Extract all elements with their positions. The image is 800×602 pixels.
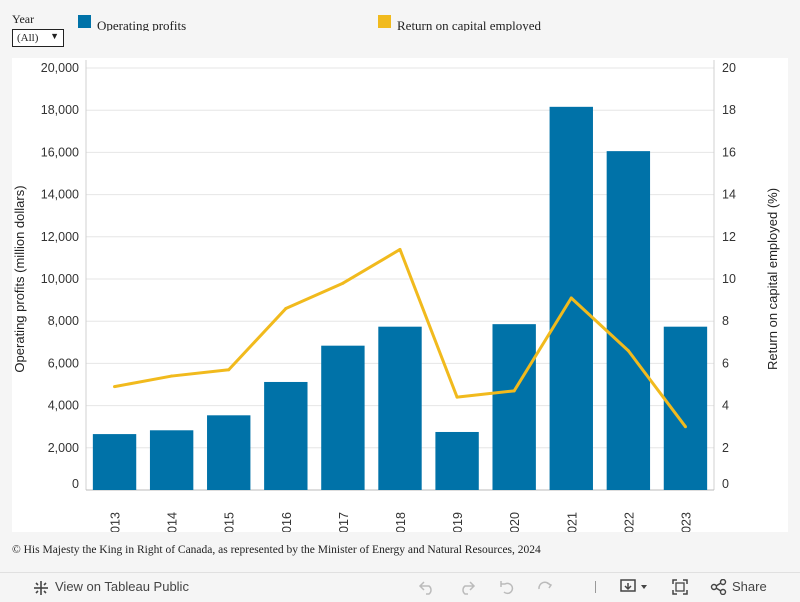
roce-point-2018 — [398, 247, 402, 251]
bar-2014 — [149, 430, 194, 490]
chart: 0 2,000 4,000 6,000 8,000 10,000 12,000 14,000 1… — [12, 60, 780, 540]
x-tick-label: 2015 — [223, 512, 237, 532]
redo-icon[interactable] — [458, 579, 476, 595]
x-tick-label: 2023 — [679, 512, 693, 532]
roce-point-2019 — [455, 395, 459, 399]
x-tick-label: 2013 — [109, 512, 123, 532]
bar-2017 — [321, 345, 365, 490]
bar-2022 — [606, 151, 651, 490]
x-tick-label: 2018 — [394, 512, 408, 532]
y-axis-title: Operating profits (million dollars) — [12, 185, 27, 372]
year-filter-value: (All) — [17, 32, 39, 44]
bar-2015 — [207, 415, 251, 490]
share-icon[interactable] — [710, 578, 728, 596]
legend-swatch-operating-profits — [78, 15, 91, 28]
legend-label-return-on-capital: Return on capital employed — [397, 18, 542, 31]
x-tick-label: 2020 — [508, 512, 522, 532]
x-tick-label: 2021 — [565, 512, 579, 532]
x-tick-label: 2022 — [622, 512, 636, 532]
chevron-down-icon: ▼ — [50, 31, 59, 41]
y-tick-label: 14,000 — [41, 188, 79, 202]
bar-2018 — [378, 326, 422, 490]
y2-tick-label: 12 — [722, 230, 736, 244]
y-tick-label: 16,000 — [41, 145, 79, 159]
y2-tick-label: 14 — [722, 188, 736, 202]
y-tick-label: 8,000 — [48, 314, 79, 328]
legend-swatch-return-on-capital — [378, 15, 391, 28]
x-tick-label: 2017 — [337, 512, 351, 532]
copyright-notice: © His Majesty the King in Right of Canad… — [12, 544, 541, 556]
bar-2016 — [264, 381, 308, 490]
x-tick-label: 2014 — [166, 512, 180, 532]
roce-point-2022 — [626, 349, 630, 353]
roce-point-2015 — [227, 368, 231, 372]
y-tick-label: 18,000 — [41, 103, 79, 117]
x-tick-label: 2016 — [280, 512, 294, 532]
y-tick-label: 12,000 — [41, 230, 79, 244]
y2-tick-label: 8 — [722, 314, 729, 328]
year-filter-select[interactable]: (All) ▼ — [12, 29, 64, 47]
legend-item-operating-profits[interactable]: Operating profits — [78, 15, 193, 31]
download-icon[interactable] — [620, 579, 650, 595]
tableau-toolbar: View on Tableau Public Share — [0, 572, 800, 601]
roce-point-2014 — [170, 374, 174, 378]
year-filter-label: Year — [12, 12, 35, 26]
roce-point-2017 — [341, 281, 345, 285]
legend-label-operating-profits: Operating profits — [97, 18, 187, 31]
share-button[interactable]: Share — [732, 579, 767, 594]
y-tick-label: 6,000 — [48, 356, 79, 370]
y2-tick-label: 2 — [722, 441, 729, 455]
fullscreen-icon[interactable] — [671, 579, 689, 595]
y-tick-label: 0 — [72, 477, 79, 491]
x-tick-label: 2019 — [451, 512, 465, 532]
roce-point-2016 — [284, 307, 288, 311]
y2-tick-label: 18 — [722, 103, 736, 117]
tableau-logo-icon — [32, 579, 50, 595]
undo-icon[interactable] — [418, 579, 436, 595]
bar-2020 — [492, 324, 536, 490]
y-tick-label: 10,000 — [41, 272, 79, 286]
y2-tick-label: 0 — [722, 477, 729, 491]
roce-point-2021 — [569, 296, 573, 300]
roce-point-2013 — [113, 385, 117, 389]
y2-tick-label: 6 — [722, 356, 729, 370]
y2-axis-title: Return on capital employed (%) — [765, 188, 780, 370]
y-tick-label: 4,000 — [48, 399, 79, 413]
bar-2013 — [92, 434, 137, 490]
roce-point-2023 — [683, 425, 687, 429]
refresh-icon[interactable] — [536, 579, 554, 595]
y2-tick-label: 16 — [722, 145, 736, 159]
y2-tick-label: 20 — [722, 61, 736, 75]
y2-tick-label: 10 — [722, 272, 736, 286]
view-on-tableau-link[interactable]: View on Tableau Public — [55, 579, 189, 594]
chart-area: 0 2,000 4,000 6,000 8,000 10,000 12,000 14,000 1… — [12, 58, 788, 540]
roce-point-2020 — [512, 389, 516, 393]
toolbar-separator — [595, 581, 596, 593]
y-tick-label: 2,000 — [48, 441, 79, 455]
bar-2019 — [435, 431, 479, 490]
y2-tick-label: 4 — [722, 399, 729, 413]
legend-item-return-on-capital[interactable]: Return on capital employed — [378, 15, 553, 31]
revert-icon[interactable] — [498, 579, 516, 595]
y-tick-label: 20,000 — [41, 61, 79, 75]
